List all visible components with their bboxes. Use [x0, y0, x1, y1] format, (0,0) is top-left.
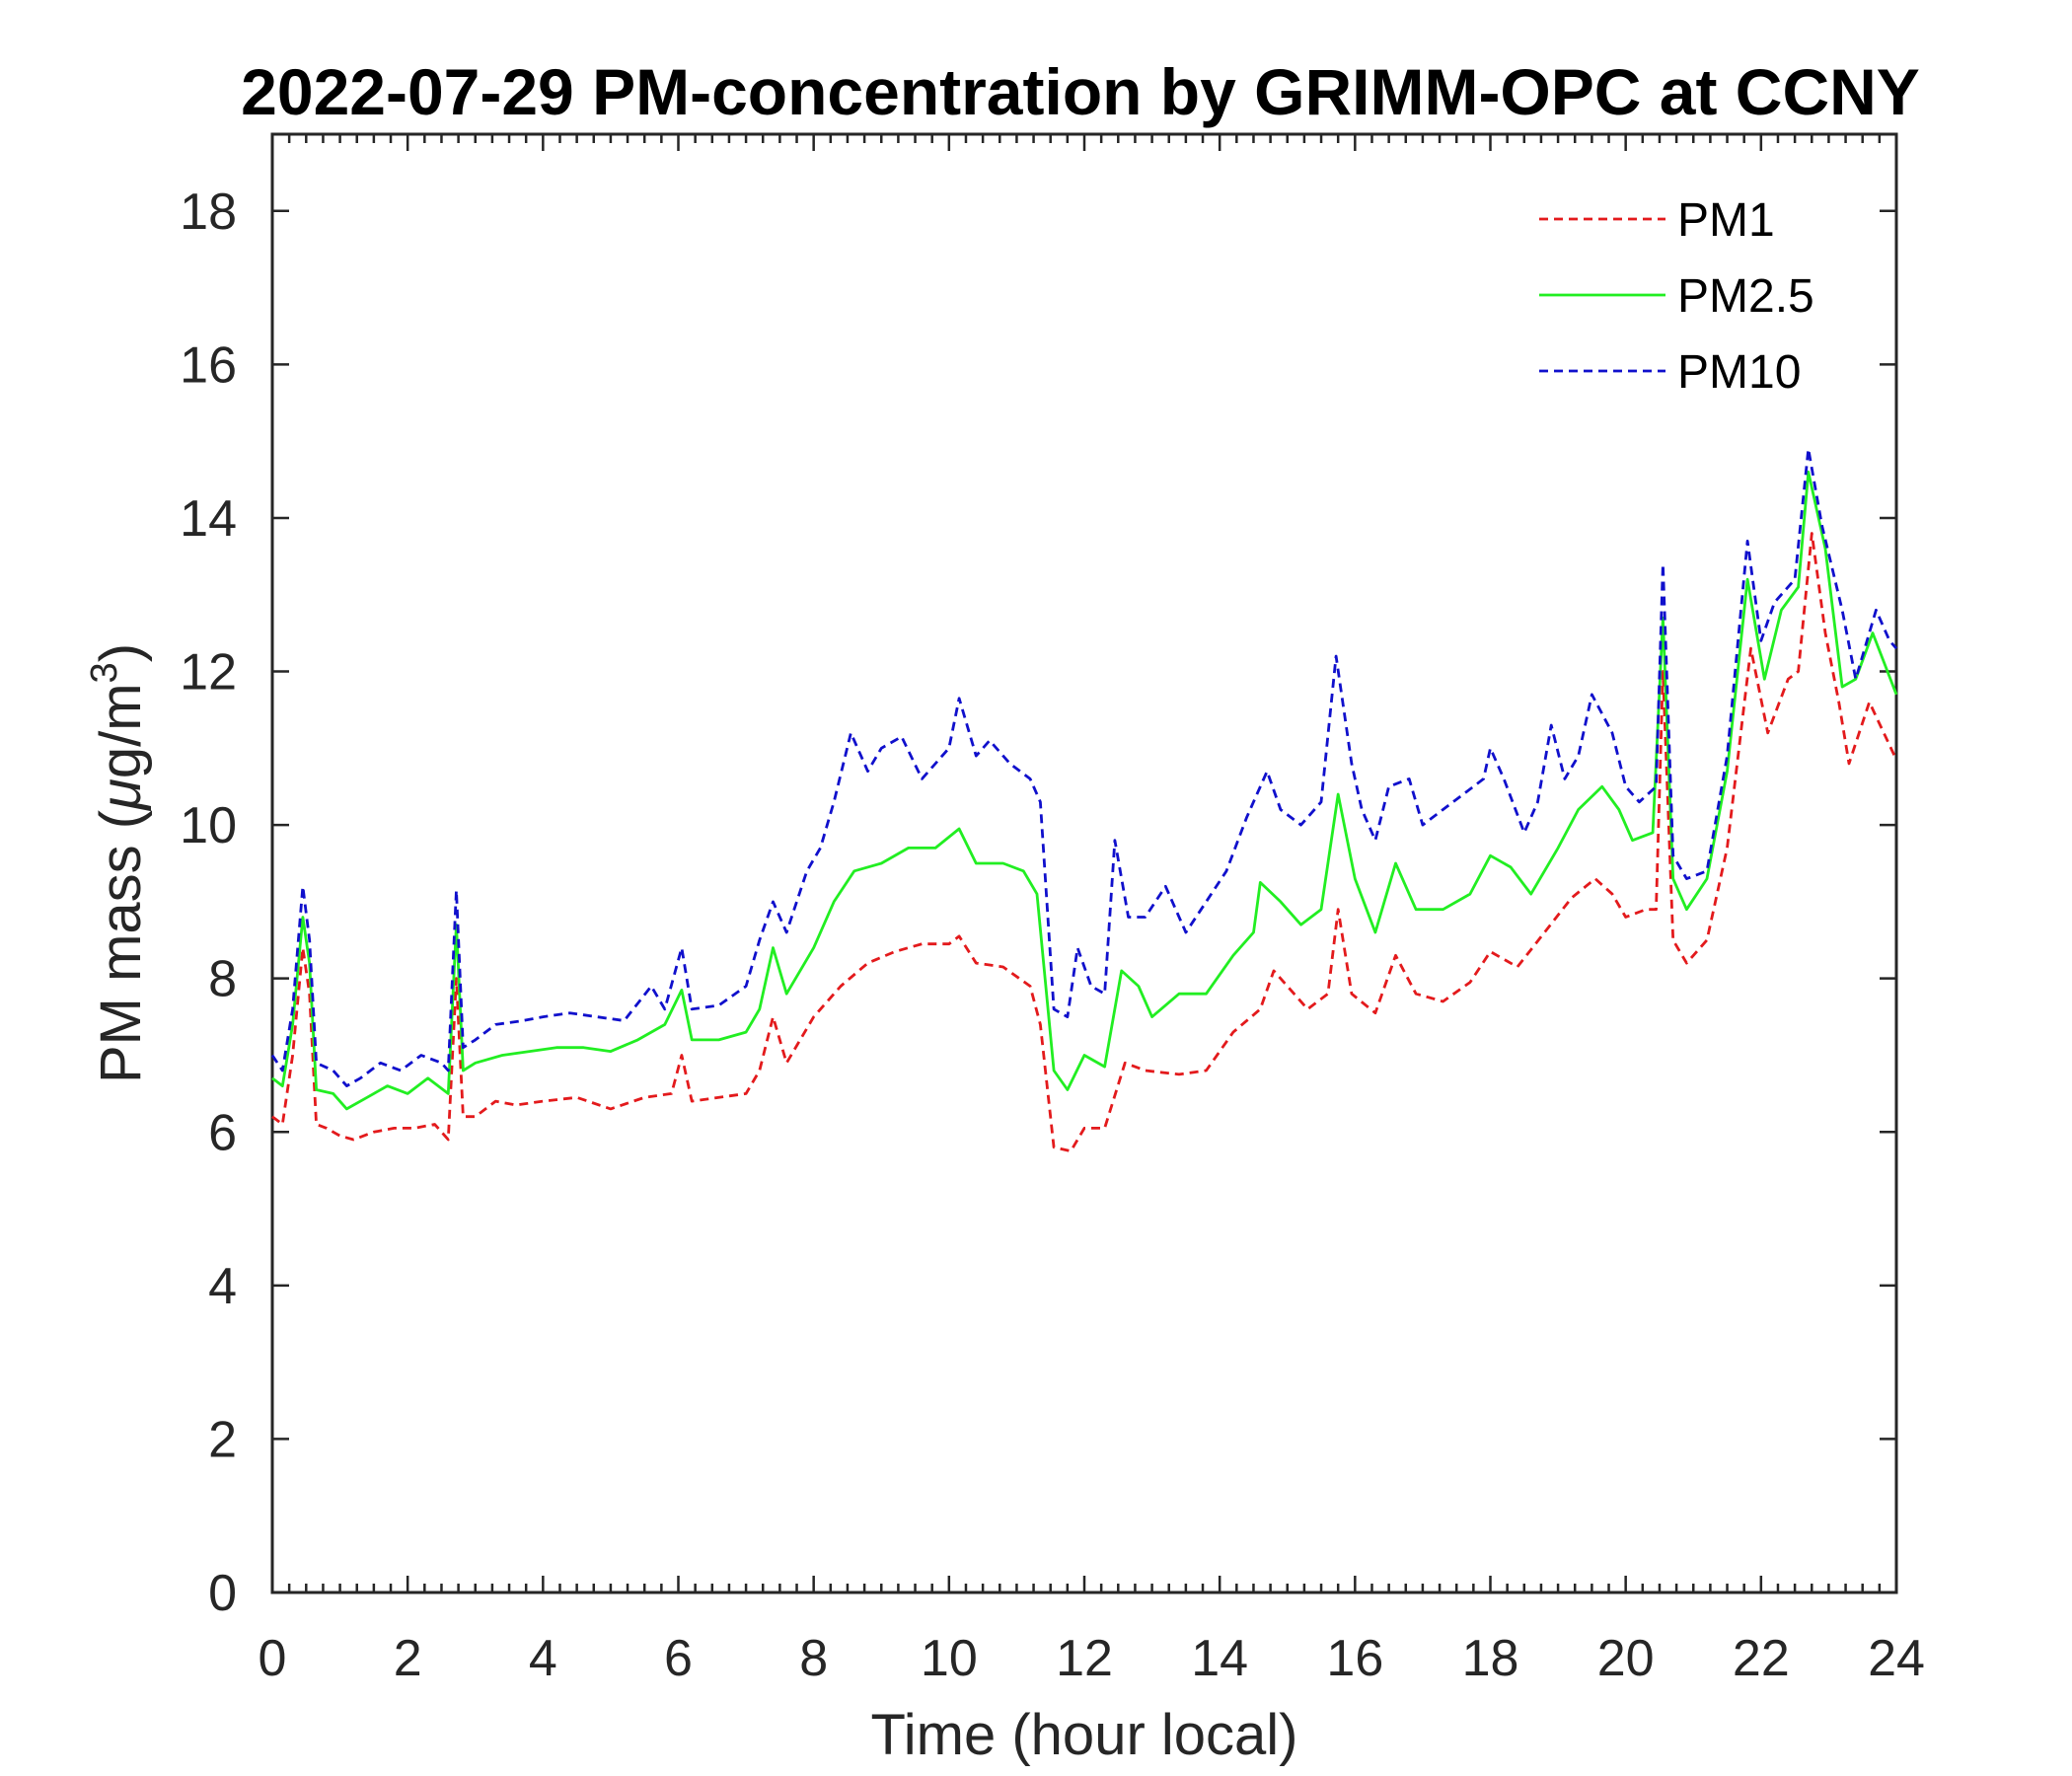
- chart-title: 2022-07-29 PM-concentration by GRIMM-OPC…: [241, 55, 1920, 128]
- y-axis: 0 2 4 6 8 10 12 14 16 18: [180, 184, 1896, 1622]
- x-tick-label: 2: [394, 1630, 422, 1687]
- y-tick-label: 16: [180, 336, 237, 394]
- y-axis-label-sup: 3: [84, 662, 125, 683]
- y-tick-label: 12: [180, 644, 237, 702]
- x-tick-label: 14: [1191, 1630, 1248, 1687]
- y-axis-label-mu: μ: [89, 778, 153, 812]
- plot-area: [270, 132, 1898, 1594]
- y-tick-label: 0: [208, 1565, 237, 1622]
- series-layer: [270, 447, 1898, 1153]
- y-axis-label-unit: g/m: [89, 683, 153, 778]
- x-axis-label: Time (hour local): [871, 1703, 1298, 1767]
- x-tick-label: 4: [529, 1630, 557, 1687]
- legend-label: PM1: [1677, 194, 1775, 247]
- x-tick-label: 10: [921, 1630, 978, 1687]
- series-line-pm10: [270, 447, 1898, 1087]
- y-tick-label: 8: [208, 951, 237, 1008]
- y-tick-label: 6: [208, 1104, 237, 1161]
- x-tick-label: 22: [1733, 1630, 1790, 1687]
- x-tick-label: 20: [1597, 1630, 1655, 1687]
- x-tick-label: 6: [664, 1630, 693, 1687]
- y-axis-label: PM mass (μg/m3): [84, 643, 153, 1083]
- x-tick-label: 8: [799, 1630, 828, 1687]
- legend: PM1 PM2.5 PM10: [1539, 194, 1814, 399]
- y-axis-label-close: ): [89, 643, 153, 662]
- x-tick-label: 16: [1326, 1630, 1383, 1687]
- y-tick-label: 18: [180, 184, 237, 241]
- legend-label: PM2.5: [1677, 270, 1814, 323]
- x-tick-label: 0: [259, 1630, 287, 1687]
- x-tick-label: 18: [1462, 1630, 1519, 1687]
- y-tick-label: 14: [180, 490, 237, 548]
- x-tick-label: 12: [1056, 1630, 1113, 1687]
- x-tick-label: 24: [1868, 1630, 1925, 1687]
- y-tick-label: 2: [208, 1411, 237, 1468]
- x-axis: 0 2 4 6 8 10 12 14 16 18 20 22 24: [259, 134, 1925, 1687]
- y-tick-label: 4: [208, 1258, 237, 1315]
- y-tick-label: 10: [180, 797, 237, 854]
- y-axis-label-main: PM mass (: [89, 810, 153, 1083]
- legend-label: PM10: [1677, 346, 1801, 399]
- series-line-pm1: [271, 532, 1898, 1153]
